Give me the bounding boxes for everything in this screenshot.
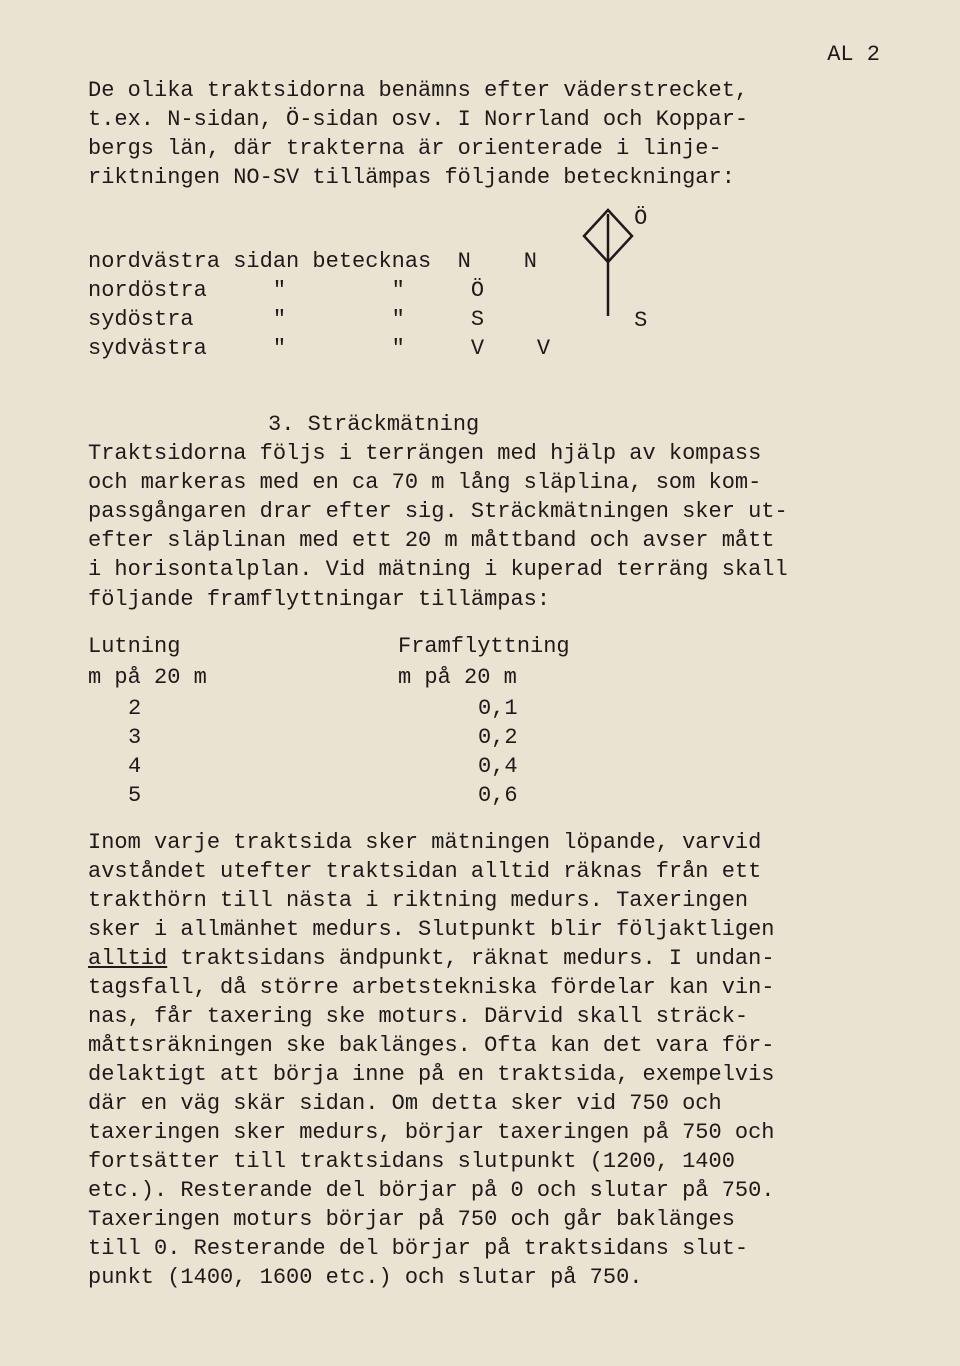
page: AL 2 De olika traktsidorna benämns efter…	[0, 0, 960, 1366]
table-header-row: Lutning Framflyttning	[88, 632, 888, 661]
page-header-id: AL 2	[827, 40, 880, 69]
section-3: 3. Sträckmätning Traktsidorna följs i te…	[88, 410, 888, 613]
compass-arrow-icon	[580, 206, 660, 326]
intro-paragraph: De olika traktsidorna benämns efter väde…	[88, 76, 888, 192]
naming-row: nordvästra sidan betecknas N N	[88, 249, 537, 274]
table-subhead-a: m på 20 m	[88, 663, 228, 692]
naming-row: sydvästra " " V V	[88, 336, 550, 361]
table-row: 5 0,6	[128, 781, 888, 810]
underlined-word: alltid	[88, 946, 167, 971]
table-subhead-row: m på 20 m m på 20 m	[88, 663, 888, 692]
compass-diagram: Ö S	[580, 210, 660, 330]
table-row: 3 0,2	[128, 723, 888, 752]
closing-paragraph: Inom varje traktsida sker mätningen löpa…	[88, 828, 888, 1293]
table-head-lutning: Lutning	[88, 632, 228, 661]
table-head-framflyttning: Framflyttning	[398, 632, 570, 661]
section-3-title: 3. Sträckmätning	[268, 410, 888, 439]
naming-block: nordvästra sidan betecknas N N nordöstra…	[88, 210, 888, 392]
table-row: 2 0,1	[128, 694, 888, 723]
naming-row: sydöstra " " S	[88, 307, 484, 332]
lutning-table: Lutning Framflyttning m på 20 m m på 20 …	[88, 632, 888, 810]
naming-row: nordöstra " " Ö	[88, 278, 484, 303]
table-subhead-b: m på 20 m	[398, 663, 538, 692]
naming-table: nordvästra sidan betecknas N N nordöstra…	[88, 218, 550, 392]
compass-label-bottom: S	[634, 306, 647, 335]
table-row: 4 0,4	[128, 752, 888, 781]
section-3-body: Traktsidorna följs i terrängen med hjälp…	[88, 439, 888, 613]
